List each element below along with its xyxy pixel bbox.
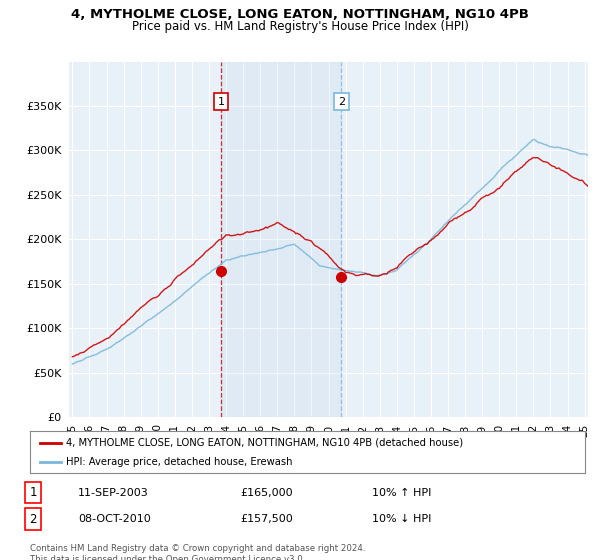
Text: 10% ↑ HPI: 10% ↑ HPI [372, 488, 431, 498]
Text: HPI: Average price, detached house, Erewash: HPI: Average price, detached house, Erew… [66, 457, 293, 467]
Text: Price paid vs. HM Land Registry's House Price Index (HPI): Price paid vs. HM Land Registry's House … [131, 20, 469, 32]
Text: 1: 1 [217, 97, 224, 106]
Text: 2: 2 [29, 512, 37, 526]
Text: 08-OCT-2010: 08-OCT-2010 [78, 514, 151, 524]
Text: 11-SEP-2003: 11-SEP-2003 [78, 488, 149, 498]
Text: £165,000: £165,000 [240, 488, 293, 498]
Text: 10% ↓ HPI: 10% ↓ HPI [372, 514, 431, 524]
Text: £157,500: £157,500 [240, 514, 293, 524]
Text: 1: 1 [29, 486, 37, 500]
Text: 2: 2 [338, 97, 345, 106]
Text: Contains HM Land Registry data © Crown copyright and database right 2024.
This d: Contains HM Land Registry data © Crown c… [30, 544, 365, 560]
Text: 4, MYTHOLME CLOSE, LONG EATON, NOTTINGHAM, NG10 4PB (detached house): 4, MYTHOLME CLOSE, LONG EATON, NOTTINGHA… [66, 437, 463, 447]
Text: 4, MYTHOLME CLOSE, LONG EATON, NOTTINGHAM, NG10 4PB: 4, MYTHOLME CLOSE, LONG EATON, NOTTINGHA… [71, 8, 529, 21]
Bar [221, 62, 341, 417]
